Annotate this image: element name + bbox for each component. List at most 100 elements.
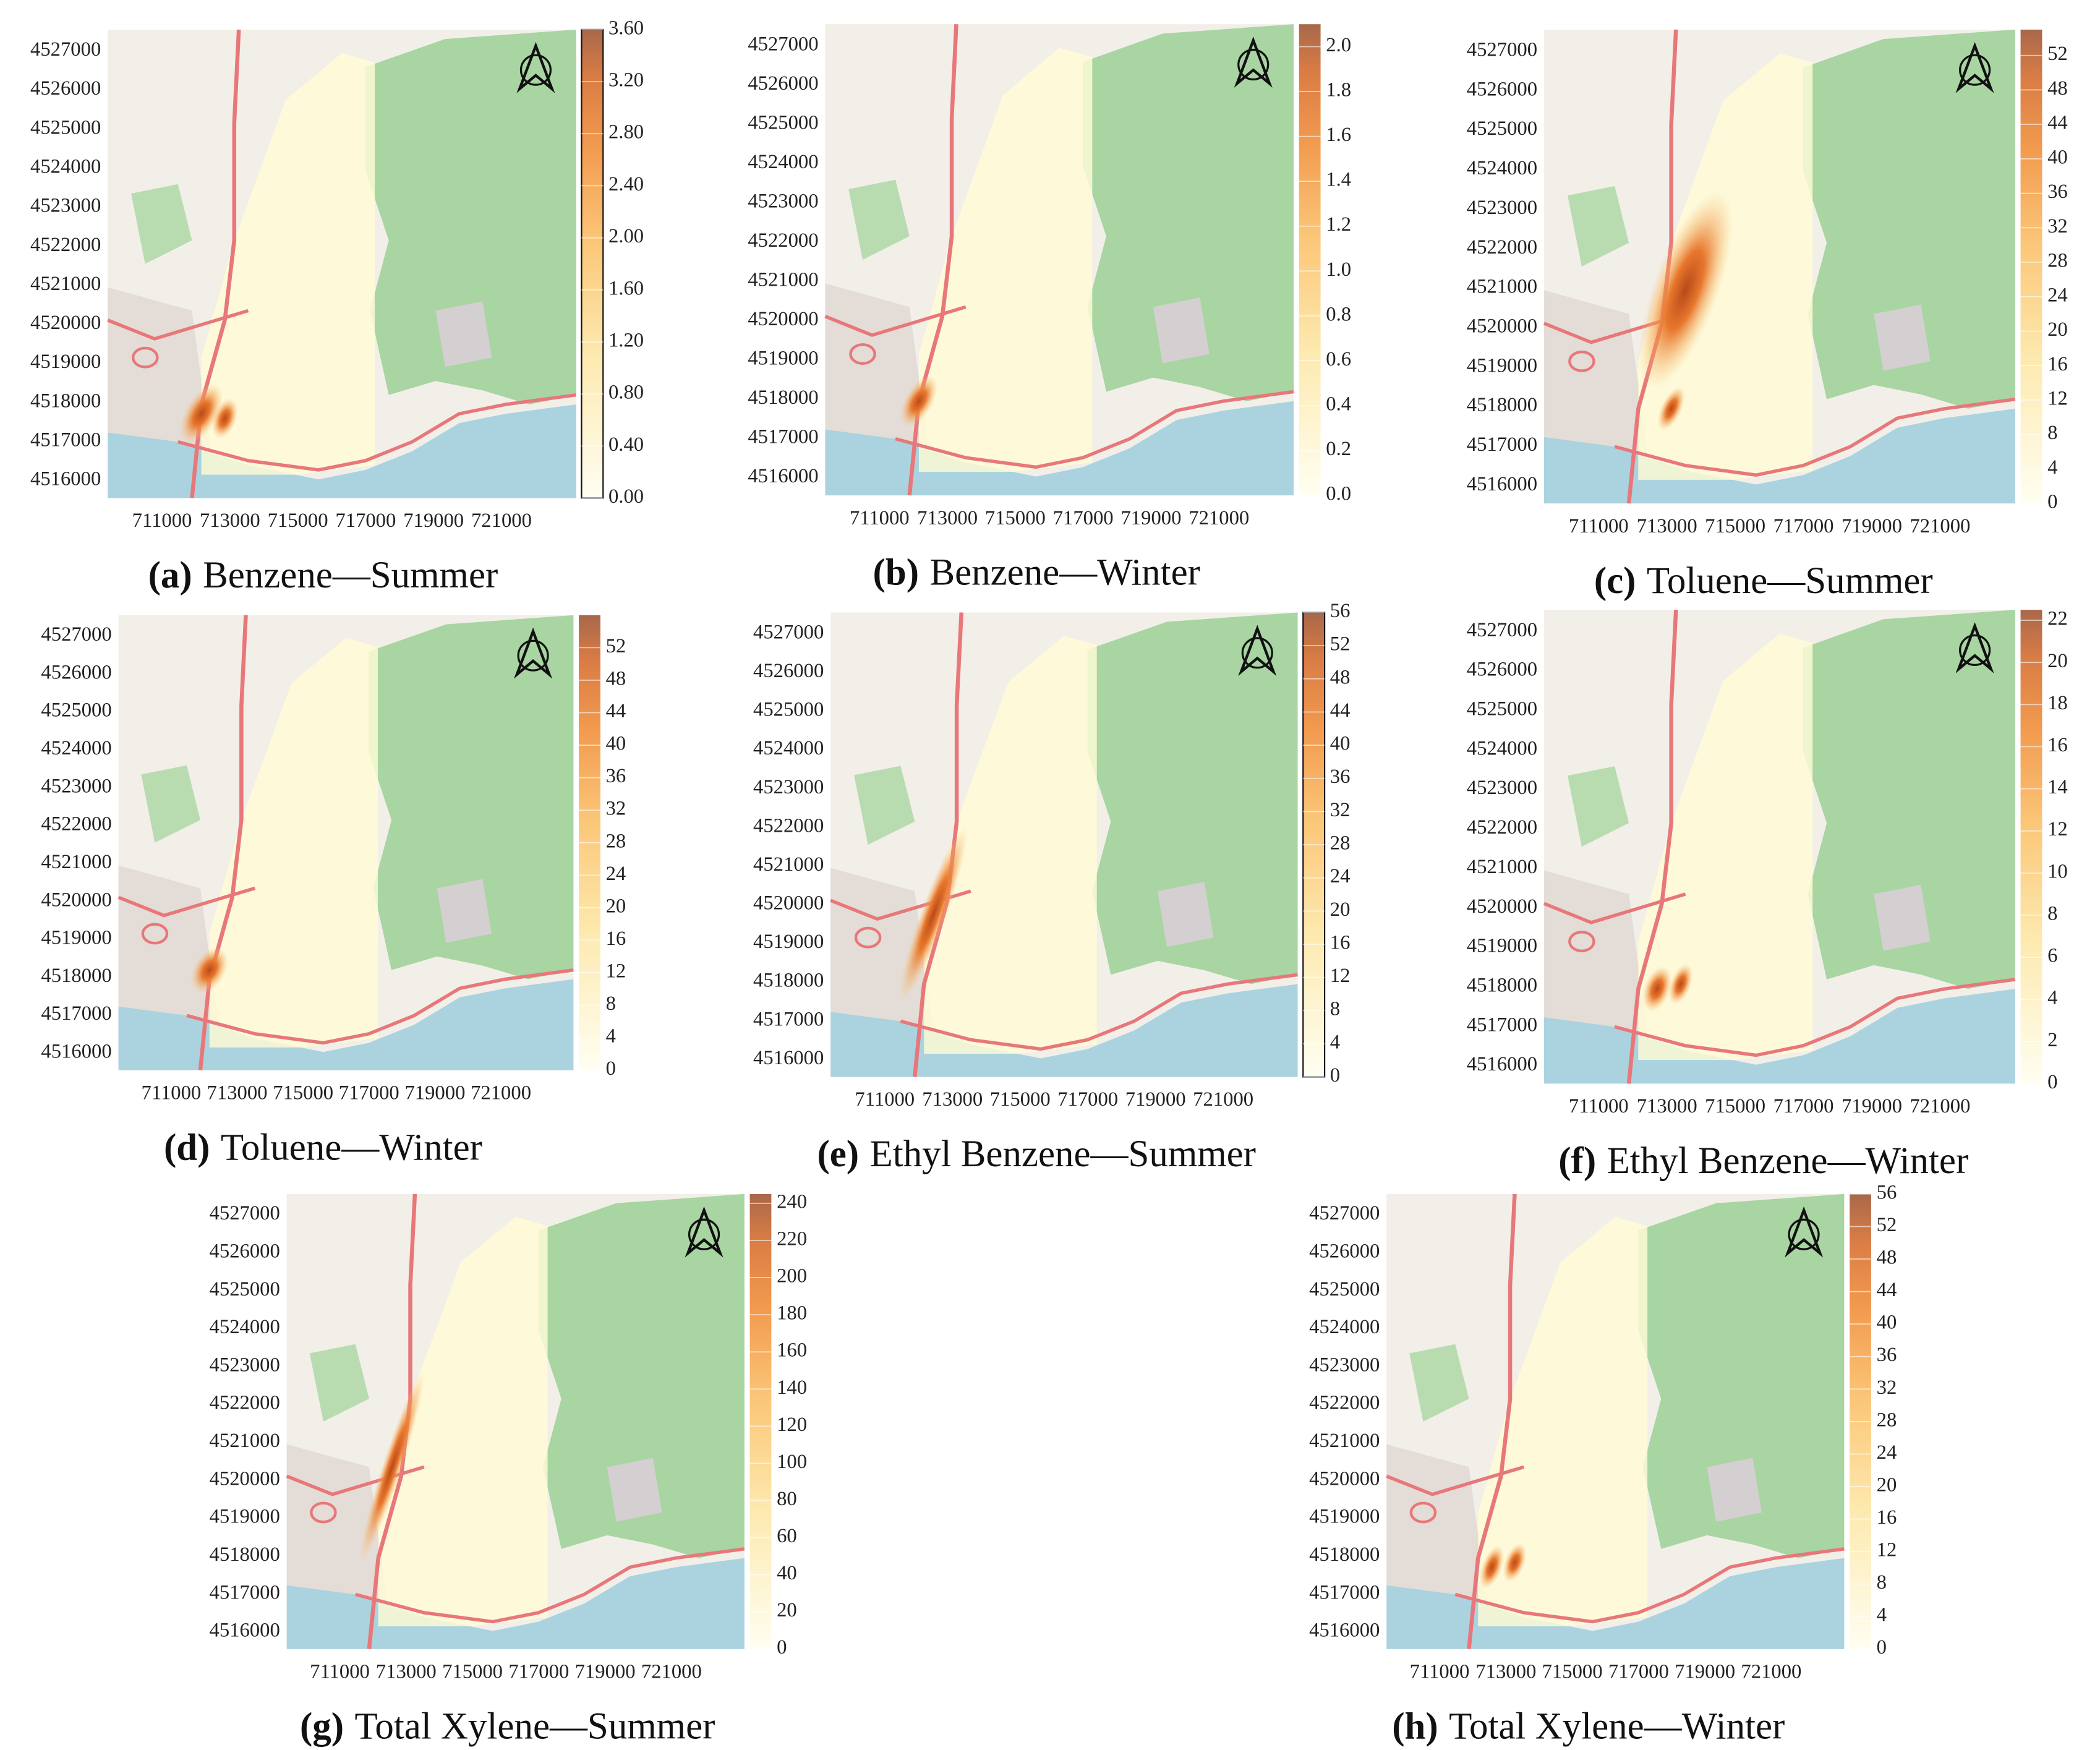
panel-caption: (b) Benzene—Winter [873,552,1200,594]
colorbar-tick-label: 40 [1877,1312,1897,1334]
road-junction [141,923,169,945]
colorbar-tick-label: 2.80 [608,121,644,143]
colorbar-tick-label: 40 [606,733,626,755]
colorbar-tick-label: 28 [606,830,626,852]
colorbar-tick-label: 32 [1877,1377,1897,1399]
y-tick-label: 4522000 [1467,816,1537,839]
hotspot [1642,966,1672,1012]
colorbar-tick-label: 140 [777,1377,807,1399]
x-tick-label: 721000 [1741,1660,1801,1683]
colorbar-tick-label: 0 [2047,491,2057,513]
colorbar [2020,29,2042,504]
colorbar [2020,610,2042,1084]
panel-caption: (g) Total Xylene—Summer [300,1705,715,1747]
x-tick-label: 713000 [917,507,978,529]
hotspot [1503,1543,1527,1582]
plume [918,48,1093,472]
colorbar-tick-label: 16 [2047,734,2068,756]
colorbar-tick-label: 12 [2047,818,2068,840]
y-tick-label: 4520000 [41,889,111,911]
y-tick-label: 4523000 [1467,777,1537,799]
road-junction [131,346,159,369]
colorbar-tick-label: 0 [2047,1071,2057,1093]
north-arrow [1955,41,1994,93]
y-tick-label: 4527000 [748,33,818,56]
x-tick-label: 715000 [1705,1095,1765,1117]
y-tick-label: 4524000 [753,737,824,759]
colorbar-tick-label: 1.0 [1326,258,1351,281]
colorbar-tick-label: 28 [2047,250,2068,272]
x-tick-label: 717000 [1057,1088,1118,1111]
map-panel [824,24,1294,496]
panel-label: (a) [148,555,192,596]
road [355,1547,745,1624]
colorbar-tick-label: 32 [2047,215,2068,237]
colorbar-tick-label: 28 [1330,832,1351,855]
x-tick-label: 719000 [403,510,464,532]
colorbar [749,1193,772,1649]
forest [1568,766,1629,847]
colorbar-tick-label: 48 [1330,666,1351,688]
plume [209,638,378,1048]
y-tick-label: 4523000 [753,776,824,798]
forest [131,184,192,264]
y-tick-label: 4526000 [41,661,111,683]
colorbar-tick-label: 2 [2047,1029,2057,1051]
map-panel [1543,609,2016,1084]
colorbar-tick-label: 0.80 [608,382,644,404]
colorbar-tick-label: 10 [2047,860,2068,882]
y-tick-label: 4521000 [1309,1430,1380,1452]
colorbar-tick-label: 2.00 [608,225,644,247]
y-tick-label: 4519000 [30,351,101,373]
y-tick-label: 4525000 [1309,1278,1380,1300]
caption-text: Toluene—Winter [221,1127,482,1168]
x-tick-label: 721000 [1189,507,1249,529]
colorbar-tick-label: 44 [2047,112,2068,134]
y-tick-label: 4527000 [1467,619,1537,641]
plume [378,1216,548,1626]
colorbar-tick-label: 20 [1330,898,1351,921]
colorbar-tick-label: 100 [777,1451,807,1473]
north-arrow [514,627,553,679]
y-tick-label: 4523000 [41,775,111,797]
colorbar-tick-label: 20 [777,1599,797,1621]
y-tick-label: 4519000 [1309,1506,1380,1528]
colorbar-tick-label: 56 [1877,1181,1897,1203]
y-tick-label: 4518000 [753,970,824,992]
colorbar-tick-label: 16 [606,928,626,950]
colorbar-tick-label: 28 [1877,1409,1897,1431]
y-tick-label: 4524000 [1309,1316,1380,1338]
x-tick-label: 719000 [404,1082,465,1104]
north-arrow-ring [1788,1218,1820,1250]
x-tick-label: 713000 [1475,1660,1536,1683]
y-tick-label: 4519000 [748,348,818,370]
hotspot [211,398,238,439]
colorbar-tick-label: 16 [1877,1506,1897,1529]
road [177,393,577,472]
colorbar-tick-label: 40 [1330,733,1351,755]
colorbar-tick-label: 200 [777,1265,807,1287]
colorbar-tick-label: 0 [1330,1064,1340,1086]
road [1386,1465,1525,1496]
colorbar-tick-label: 44 [606,700,626,722]
colorbar-tick-label: 24 [1877,1441,1897,1464]
y-tick-label: 4520000 [210,1467,280,1490]
x-tick-label: 717000 [335,510,396,532]
hotspot [899,827,968,1002]
y-tick-label: 4519000 [41,927,111,949]
forest [1083,24,1294,401]
y-tick-label: 4523000 [1309,1354,1380,1376]
y-tick-label: 4516000 [30,468,101,490]
y-tick-label: 4518000 [1467,394,1537,416]
colorbar-tick-label: 4 [2047,987,2057,1009]
caption-text: Total Xylene—Summer [354,1705,715,1747]
panel-label: (e) [817,1133,859,1175]
colorbar-tick-label: 16 [1330,931,1351,954]
urban-area [1157,882,1214,947]
y-tick-label: 4518000 [748,386,818,409]
x-tick-label: 719000 [1842,1095,1902,1117]
x-tick-label: 713000 [1637,515,1697,537]
forest [1803,610,2015,989]
x-tick-label: 721000 [471,510,532,532]
